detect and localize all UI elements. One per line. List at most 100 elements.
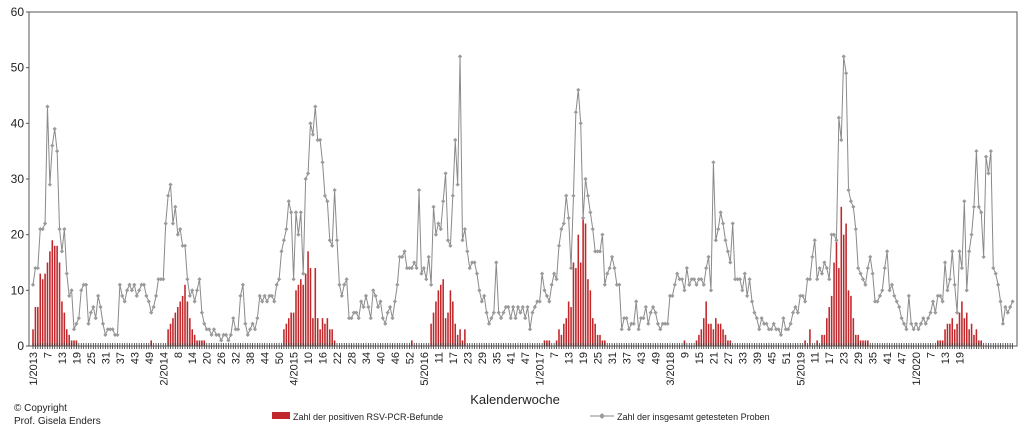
tested-samples-point [506, 304, 511, 310]
rsv-positive-bar [287, 318, 290, 346]
tested-samples-point [600, 232, 605, 237]
tested-samples-point [279, 249, 284, 254]
rsv-positive-bar [850, 295, 852, 346]
tested-samples-point [453, 137, 458, 143]
tested-samples-point [83, 282, 89, 287]
tested-samples-point [64, 271, 69, 276]
tested-samples-point [537, 299, 542, 304]
tested-samples-point [892, 293, 897, 298]
rsv-positive-bar [719, 323, 722, 346]
tested-samples-point [161, 277, 166, 282]
tested-samples-point [424, 277, 429, 282]
tested-samples-point [523, 316, 528, 321]
tested-samples-point [373, 293, 378, 298]
tested-samples-point [858, 271, 863, 276]
tested-samples-point [332, 188, 337, 193]
tested-samples-point [214, 332, 219, 337]
tested-samples-point [264, 299, 270, 304]
tested-samples-point [153, 293, 159, 298]
tested-samples-point [634, 299, 639, 304]
tested-samples-point [704, 265, 709, 271]
rsv-positive-bar [587, 279, 589, 346]
rsv-positive-bar [309, 268, 312, 346]
rsv-positive-bar [575, 268, 577, 346]
rsv-positive-bar [179, 301, 181, 346]
tested-samples-point [745, 293, 750, 298]
tested-samples-point [508, 316, 513, 321]
tested-samples-point [407, 265, 412, 271]
tested-samples-point [836, 115, 841, 120]
rsv-positive-bar [442, 279, 444, 346]
tested-samples-point [679, 277, 685, 282]
rsv-positive-bar [712, 329, 715, 346]
x-tick-label: 32 [231, 352, 243, 364]
tested-samples-point [132, 282, 137, 287]
tested-samples-point [518, 310, 523, 315]
x-tick-label: 5/2016 [419, 352, 431, 386]
tested-samples-point [766, 327, 771, 332]
tested-samples-point [940, 299, 945, 304]
tested-samples-point [749, 299, 755, 304]
tested-samples-point [906, 293, 911, 298]
tested-samples-point [141, 282, 147, 287]
tested-samples-point [817, 265, 822, 271]
x-tick-label: 35 [868, 352, 880, 364]
tested-samples-point [305, 171, 311, 176]
positive-rsv-bars [32, 206, 983, 346]
tested-samples-point [344, 277, 349, 282]
tested-samples-point [692, 277, 697, 282]
rsv-positive-bar [169, 323, 172, 346]
tested-samples-point [351, 310, 356, 315]
tested-samples-point [573, 110, 578, 115]
tested-samples-point [800, 293, 805, 298]
tested-samples-point [783, 327, 788, 332]
tested-samples-point [708, 288, 714, 293]
tested-samples-point [950, 249, 955, 254]
tested-samples-point [120, 293, 125, 298]
tested-samples-point [658, 327, 663, 332]
plot-frame [28, 11, 1018, 347]
tested-samples-point [460, 238, 465, 243]
tested-samples-point [298, 210, 303, 215]
tested-samples-point [901, 321, 907, 326]
tested-samples-point [375, 304, 381, 310]
tested-samples-point [701, 282, 706, 287]
tested-samples-point [339, 293, 344, 298]
rsv-positive-bar [973, 334, 975, 346]
tested-samples-point [223, 332, 229, 337]
tested-samples-point [482, 293, 487, 298]
rsv-positive-bar [975, 329, 978, 346]
tested-samples-point [938, 293, 943, 298]
rsv-positive-bar [302, 284, 305, 346]
tested-samples-point [79, 288, 84, 293]
tested-samples-point [993, 271, 998, 276]
tested-samples-point [313, 104, 318, 109]
x-tick-label: 33 [737, 352, 749, 364]
tested-samples-point [771, 321, 776, 326]
tested-samples-point [720, 221, 726, 226]
tested-samples-point [790, 310, 796, 315]
tested-samples-point [426, 254, 431, 260]
rsv-positive-bar [321, 318, 324, 346]
tested-samples-point [180, 243, 185, 248]
x-tick-label: 27 [723, 352, 735, 364]
y-tick-label: 60 [11, 5, 25, 19]
tested-samples-point [337, 282, 342, 287]
tested-samples-point [67, 293, 72, 298]
tested-samples-point [595, 249, 600, 254]
rsv-positive-bar [300, 279, 302, 346]
tested-samples-point [885, 249, 890, 254]
tested-samples-point [979, 210, 984, 215]
tested-samples-point [397, 254, 402, 260]
tested-samples-point [315, 137, 320, 143]
rsv-positive-bar [304, 273, 307, 346]
tested-samples-point [578, 121, 583, 126]
tested-samples-point [390, 316, 395, 321]
tested-samples-point [277, 277, 282, 282]
tested-samples-point [976, 204, 981, 209]
tested-samples-point [841, 54, 846, 59]
tested-samples-point [643, 304, 648, 310]
tested-samples-point [137, 288, 142, 293]
tested-samples-point [194, 288, 200, 293]
tested-samples-point [964, 288, 969, 293]
